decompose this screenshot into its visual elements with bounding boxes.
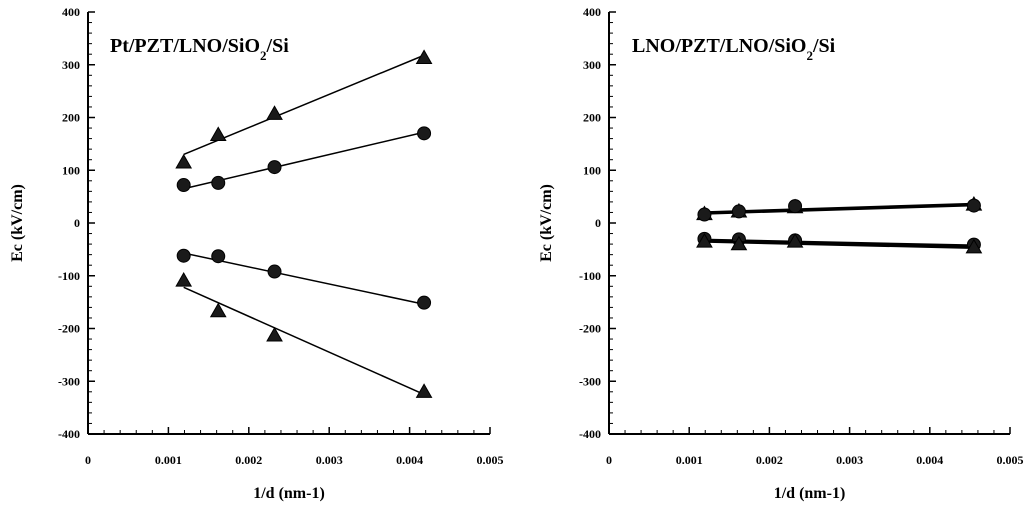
data-point-circle	[267, 160, 282, 175]
y-tick-label: 200	[62, 111, 80, 125]
panel-title: LNO/PZT/LNO/SiO2/Si	[632, 35, 836, 63]
fit-line	[183, 286, 425, 396]
series-3-circle	[176, 248, 432, 310]
y-tick-label: 300	[62, 58, 80, 72]
y-axis-title: Ec (kV/cm)	[9, 184, 26, 262]
data-point-triangle	[415, 383, 433, 398]
data-point-triangle	[965, 238, 983, 254]
x-tick-label: 0.003	[316, 453, 343, 467]
data-point-triangle	[696, 232, 713, 248]
fit-line	[704, 203, 974, 215]
data-point-circle	[966, 198, 981, 213]
x-tick-label: 0.004	[396, 453, 423, 467]
data-point-circle	[697, 207, 712, 222]
fit-line	[704, 240, 974, 250]
data-point-circle	[417, 126, 432, 141]
y-tick-label: -200	[579, 322, 601, 336]
chart-panel-1: 400 300 200 100 0 -100 -200 -300 -400 0 0.001 0.002…	[9, 5, 504, 502]
y-tick-label: -300	[579, 374, 601, 388]
y-tick-label: -400	[579, 427, 601, 441]
data-point-triangle	[730, 235, 748, 251]
fit-line	[704, 238, 974, 247]
x-tick-label: 0	[85, 453, 91, 467]
x-tick-label: 0.001	[676, 453, 703, 467]
y-tick-label: 100	[583, 163, 601, 177]
x-tick-label: 0.005	[477, 453, 504, 467]
y-tick-label: 300	[583, 58, 601, 72]
chart-panel-2: 400 300 200 100 0 -100 -200 -300 -400 0 0.001 0.002…	[538, 5, 1024, 502]
y-tick-label: 100	[62, 163, 80, 177]
data-point-circle	[211, 249, 226, 264]
y-tick-label: 400	[583, 5, 601, 19]
data-point-triangle	[786, 232, 804, 248]
data-point-triangle	[415, 49, 433, 65]
x-tick-label: 0.004	[916, 453, 943, 467]
data-point-triangle	[209, 126, 227, 142]
series-4-triangle	[175, 271, 433, 398]
data-point-circle	[417, 295, 432, 310]
y-tick-label: -400	[58, 427, 80, 441]
y-tick-label: -100	[579, 269, 601, 283]
fit-line	[183, 252, 425, 305]
series-1-triangle	[175, 49, 433, 169]
y-tick-label: -200	[58, 322, 80, 336]
x-tick-label: 0.001	[155, 453, 182, 467]
series-2-circle	[697, 198, 981, 222]
y-tick-label: -100	[58, 269, 80, 283]
data-point-triangle	[266, 326, 283, 342]
panel-title: Pt/PZT/LNO/SiO2/Si	[110, 35, 289, 63]
x-tick-label: 0	[606, 453, 612, 467]
series-2-circle	[176, 126, 432, 193]
y-tick-label: 0	[595, 216, 601, 230]
data-point-triangle	[175, 153, 193, 169]
series-4-triangle	[696, 232, 983, 254]
y-axis-title: Ec (kV/cm)	[538, 184, 555, 262]
y-tick-label: -300	[58, 374, 80, 388]
x-tick-label: 0.005	[997, 453, 1024, 467]
y-tick-label: 200	[583, 111, 601, 125]
y-tick-label: 0	[74, 216, 80, 230]
data-point-circle	[176, 178, 191, 193]
y-tick-label: 400	[62, 5, 80, 19]
data-point-circle	[788, 199, 803, 214]
x-axis-title: 1/d (nm-1)	[774, 485, 846, 502]
data-point-circle	[267, 264, 282, 279]
data-point-circle	[176, 248, 191, 263]
x-tick-label: 0.003	[836, 453, 863, 467]
x-tick-label: 0.002	[235, 453, 262, 467]
x-tick-label: 0.002	[756, 453, 783, 467]
data-point-circle	[731, 204, 746, 219]
x-axis-title: 1/d (nm-1)	[253, 485, 325, 502]
data-point-triangle	[209, 302, 227, 318]
data-point-circle	[211, 175, 226, 190]
data-point-triangle	[175, 271, 193, 287]
data-point-triangle	[266, 105, 283, 120]
